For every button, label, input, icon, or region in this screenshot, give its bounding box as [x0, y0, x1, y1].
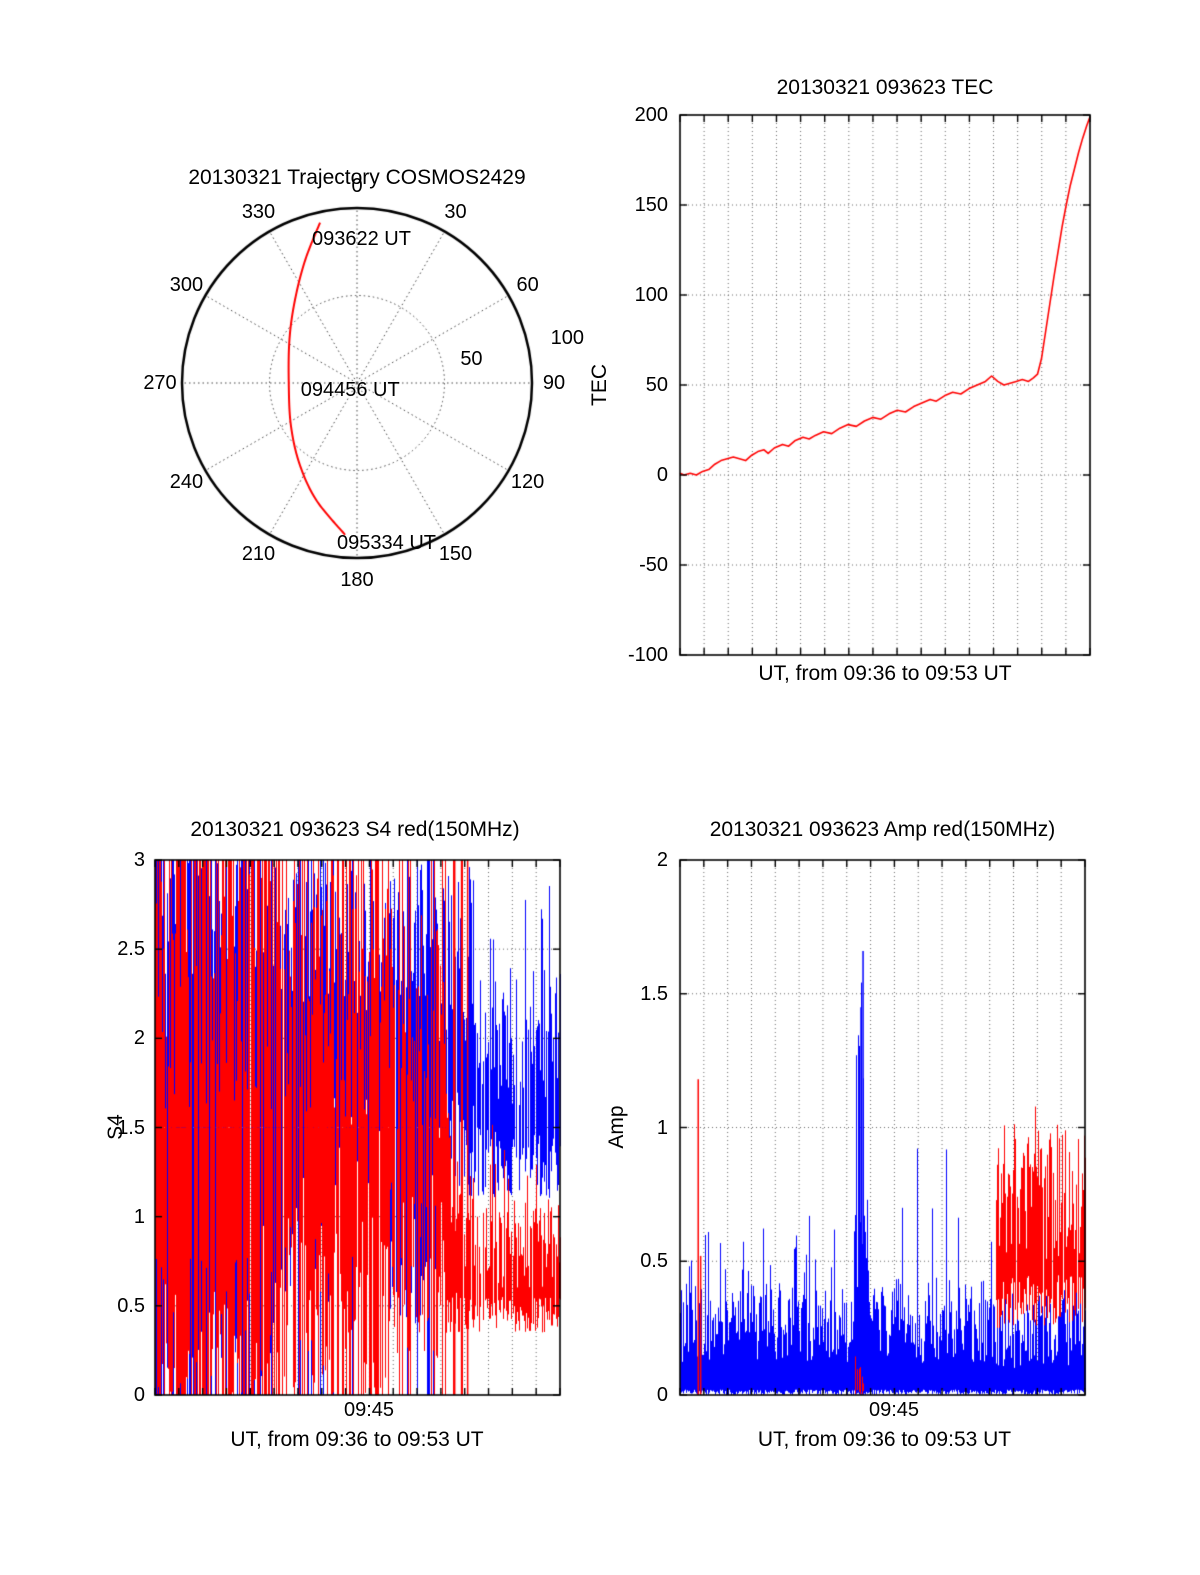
s4-ytick-label: 2.5	[117, 938, 145, 961]
polar-azimuth-tick-label: 60	[516, 273, 539, 296]
tec-ytick-label: 200	[634, 104, 668, 126]
polar-radial-tick-label: 100	[550, 327, 584, 350]
s4-xtick-label: 09:45	[343, 1399, 395, 1421]
amp-ytick-label: 0	[656, 1384, 668, 1406]
amp-xlabel: UT, from 09:36 to 09:53 UT	[757, 1428, 1012, 1451]
tec-title: 20130321 093623 TEC	[776, 76, 994, 99]
tec-xlabel: UT, from 09:36 to 09:53 UT	[758, 662, 1012, 685]
trajectory-title: 20130321 Trajectory COSMOS2429	[188, 166, 526, 189]
trajectory-time-label: 093622 UT	[311, 227, 411, 250]
polar-azimuth-tick-label: 240	[169, 470, 204, 493]
amp-ytick-label: 0.5	[640, 1250, 668, 1273]
s4-ytick-label: 1	[133, 1205, 145, 1228]
polar-azimuth-tick-label: 210	[241, 542, 276, 565]
polar-radial-tick-label: 50	[460, 347, 483, 370]
amp-ytick-label: 1.5	[640, 982, 668, 1005]
amp-xtick-label: 09:45	[868, 1399, 920, 1421]
trajectory-time-label: 095334 UT	[337, 531, 437, 554]
amp-ytick-label: 2	[656, 849, 668, 871]
amp-ytick-label: 1	[656, 1116, 668, 1139]
polar-azimuth-tick-label: 180	[340, 569, 374, 591]
s4-ytick-label: 2	[133, 1027, 145, 1050]
polar-azimuth-tick-label: 90	[542, 372, 566, 394]
tec-ytick-label: 150	[634, 194, 668, 216]
s4-title: 20130321 093623 S4 red(150MHz)	[190, 818, 520, 841]
polar-azimuth-tick-label: 150	[438, 542, 473, 565]
tec-ytick-label: 50	[645, 374, 668, 396]
tec-ytick-label: -100	[627, 644, 668, 666]
s4-ytick-label: 1.5	[117, 1116, 145, 1139]
tec-ytick-label: 0	[656, 464, 668, 486]
s4-ytick-label: 3	[133, 849, 145, 871]
tec-ytick-label: -50	[639, 554, 668, 576]
polar-azimuth-tick-label: 30	[444, 201, 467, 224]
amp-title: 20130321 093623 Amp red(150MHz)	[709, 818, 1056, 841]
s4-ytick-label: 0	[133, 1384, 145, 1406]
polar-azimuth-tick-label: 120	[510, 470, 545, 493]
tec-ytick-label: 100	[634, 284, 668, 306]
s4-ytick-label: 0.5	[117, 1294, 145, 1317]
polar-azimuth-tick-label: 330	[241, 201, 276, 224]
s4-xlabel: UT, from 09:36 to 09:53 UT	[230, 1428, 484, 1451]
trajectory-time-label: 094456 UT	[300, 379, 400, 401]
polar-azimuth-tick-label: 270	[143, 372, 177, 394]
polar-azimuth-tick-label: 300	[169, 273, 204, 296]
polar-azimuth-tick-label: 0	[351, 175, 363, 197]
